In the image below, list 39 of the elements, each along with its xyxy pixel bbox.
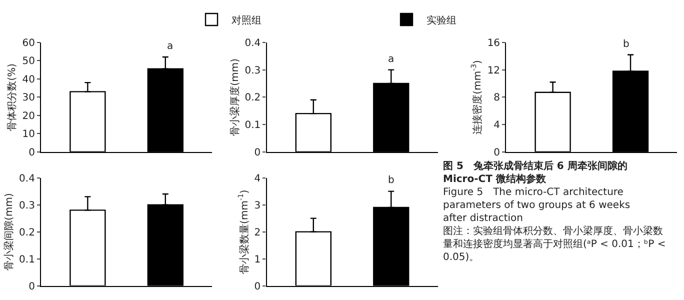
legend-label: 对照组 (232, 14, 262, 26)
y-tick-label: 0 (28, 147, 35, 158)
text: Figure 5 The micro-CT architecture parameters of two groups at 6 weeks after distraction (443, 187, 630, 224)
legend-label: 实验组 (426, 14, 457, 26)
y-tick-label: 0.4 (19, 173, 35, 184)
y-tick-label: 0.1 (244, 120, 261, 132)
y-tick-label: 0.2 (244, 92, 261, 104)
y-tick-label: 50 (22, 56, 35, 68)
y-tick-label: 4 (494, 120, 500, 132)
y-tick-label: 12 (487, 65, 500, 76)
annotation: b (623, 39, 630, 50)
y-tick-label: 30 (22, 92, 35, 104)
y-tick-label: 4 (254, 173, 261, 184)
annotation: a (388, 54, 394, 65)
y-axis-title: 骨小梁间隙(mm) (3, 193, 16, 270)
y-tick-label: 2 (254, 227, 261, 238)
y-axis-title: 骨小梁厚度(mm) (228, 58, 241, 136)
annotation: a (167, 41, 174, 52)
y-tick-label: 60 (22, 38, 35, 49)
y-tick-label: 0.1 (19, 254, 35, 266)
y-tick-label: 0 (494, 147, 500, 158)
text: 图注：实验组骨体积分数、骨小梁厚度、骨小梁数量和连接密度均显著高于对照组(ᵃP < 0.01；ᵇP < 0.05)。 (443, 225, 666, 263)
y-tick-label: 0.4 (244, 38, 261, 49)
y-tick-label: 20 (22, 110, 35, 122)
y-tick-label: 0 (254, 147, 261, 158)
text: 图 5 兔牵张成骨结束后 6 周牵张间隙的 Micro-CT 微结构参数 (443, 160, 628, 185)
y-tick-label: 3 (254, 200, 261, 212)
annotation: b (388, 175, 394, 186)
y-tick-label: 8 (494, 92, 500, 104)
y-tick-label: 10 (22, 129, 35, 140)
y-tick-label: 0.3 (244, 65, 261, 76)
y-tick-label: 16 (487, 38, 500, 49)
y-tick-label: 1 (254, 254, 261, 266)
y-tick-label: 0 (28, 281, 35, 292)
y-tick-label: 0 (254, 281, 261, 292)
y-tick-label: 0.2 (19, 227, 35, 238)
y-tick-label: 40 (22, 74, 35, 86)
y-tick-label: 0.3 (19, 200, 35, 212)
y-axis-title: 骨体积分数(%) (6, 63, 18, 131)
